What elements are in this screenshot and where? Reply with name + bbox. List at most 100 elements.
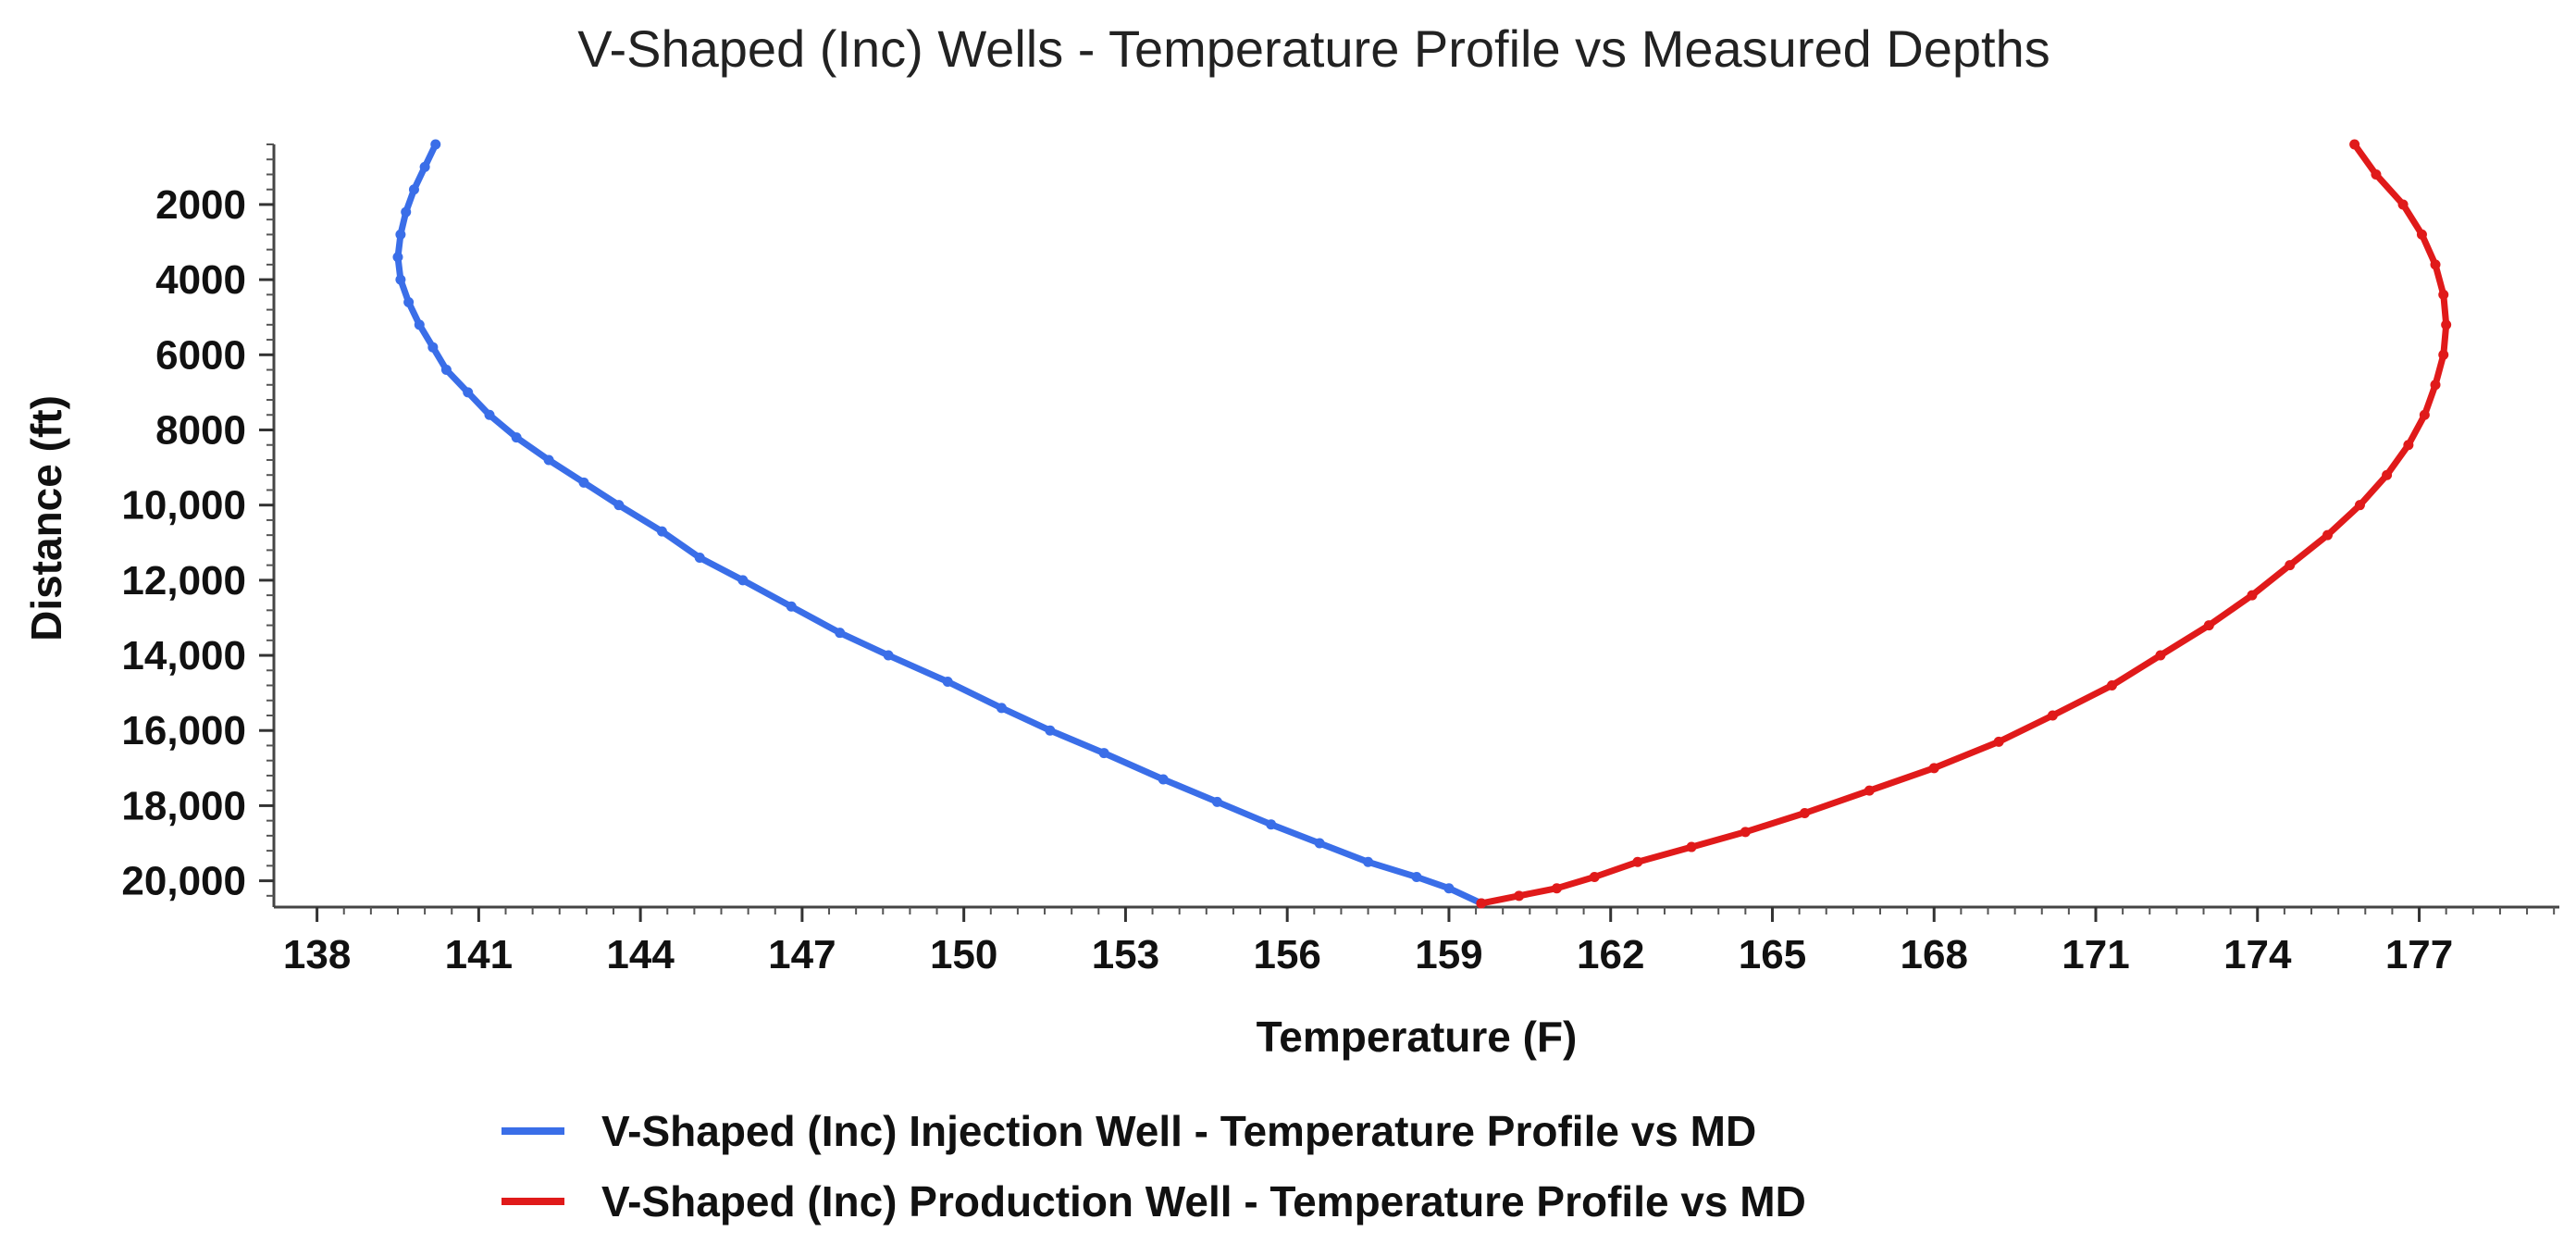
- data-point: [2430, 259, 2441, 270]
- data-point: [463, 387, 474, 398]
- data-point: [996, 703, 1007, 714]
- data-point: [2106, 680, 2117, 691]
- data-point: [1314, 838, 1325, 849]
- y-tick-label: 10,000: [121, 483, 246, 529]
- data-point: [2430, 379, 2441, 391]
- legend: V-Shaped (Inc) Injection Well - Temperat…: [502, 1107, 1806, 1225]
- data-point: [1632, 856, 1643, 867]
- y-tick-label: 2000: [155, 182, 246, 228]
- data-point: [2247, 590, 2258, 601]
- data-point: [737, 575, 749, 586]
- x-tick-label: 141: [445, 932, 513, 977]
- minor-ticks: [266, 143, 2556, 914]
- x-tick-label: 159: [1415, 932, 1482, 977]
- data-point: [430, 139, 441, 150]
- x-ticks: 138 141 144 147 150 153 156 159 162 165 168 171 174 1…: [283, 907, 2453, 977]
- data-point: [2371, 168, 2382, 180]
- axes: [272, 144, 2559, 909]
- data-point: [484, 409, 495, 420]
- y-tick-label: 4000: [155, 257, 246, 303]
- data-point: [2155, 650, 2166, 661]
- data-point: [883, 650, 894, 661]
- legend-label: V-Shaped (Inc) Injection Well - Temperat…: [601, 1107, 1756, 1155]
- data-point: [2438, 289, 2449, 300]
- data-point: [543, 454, 554, 466]
- data-point: [1551, 883, 1562, 894]
- x-tick-label: 171: [2062, 932, 2129, 977]
- data-point: [2397, 199, 2409, 210]
- data-point: [414, 319, 425, 330]
- production-well-line: [1478, 141, 2450, 907]
- data-point: [1443, 883, 1455, 894]
- data-point: [440, 365, 452, 376]
- x-tick-label: 153: [1092, 932, 1159, 977]
- data-point: [1411, 872, 1422, 883]
- data-point: [1686, 841, 1697, 852]
- y-tick-label: 14,000: [121, 633, 246, 678]
- data-point: [1864, 785, 1875, 796]
- data-point: [694, 553, 705, 564]
- x-axis-title: Temperature (F): [1257, 1013, 1578, 1061]
- data-point: [1158, 774, 1169, 785]
- data-point: [395, 229, 406, 240]
- data-point: [786, 601, 797, 612]
- data-point: [1589, 872, 1600, 883]
- y-tick-label: 16,000: [121, 708, 246, 753]
- data-point: [2403, 440, 2414, 451]
- data-point: [392, 252, 403, 263]
- data-point: [656, 526, 667, 537]
- y-ticks: 2000 4000 6000 8000 10,000 12,000 14,000 16,000…: [121, 182, 274, 904]
- data-point: [1993, 736, 2004, 747]
- data-point: [2441, 319, 2452, 330]
- x-tick-label: 165: [1739, 932, 1806, 977]
- y-tick-label: 20,000: [121, 859, 246, 904]
- data-point: [408, 184, 419, 195]
- data-point: [427, 342, 439, 353]
- x-tick-label: 147: [768, 932, 836, 977]
- data-point: [1740, 827, 1751, 838]
- data-point: [1211, 796, 1222, 807]
- data-point: [2322, 529, 2334, 541]
- x-tick-label: 177: [2385, 932, 2453, 977]
- data-point: [1266, 819, 1277, 830]
- chart-title: V-Shaped (Inc) Wells - Temperature Profi…: [577, 19, 2050, 78]
- data-point: [2438, 349, 2449, 360]
- x-tick-label: 174: [2223, 932, 2292, 977]
- data-point: [2354, 500, 2365, 511]
- data-point: [1928, 763, 1939, 774]
- x-tick-label: 162: [1577, 932, 1644, 977]
- y-tick-label: 8000: [155, 407, 246, 453]
- data-point: [1363, 856, 1374, 867]
- data-point: [2382, 469, 2393, 480]
- data-point: [2416, 229, 2427, 240]
- data-point: [2419, 409, 2430, 420]
- data-point: [1476, 898, 1487, 909]
- x-tick-label: 144: [606, 932, 675, 977]
- data-point: [511, 432, 522, 443]
- y-tick-label: 6000: [155, 332, 246, 378]
- data-point: [1098, 748, 1109, 759]
- x-tick-label: 138: [283, 932, 351, 977]
- data-point: [403, 296, 415, 307]
- data-point: [613, 500, 625, 511]
- y-tick-label: 12,000: [121, 558, 246, 603]
- x-tick-label: 168: [1901, 932, 1968, 977]
- data-point: [1514, 890, 1525, 902]
- data-point: [1799, 808, 1810, 819]
- data-point: [419, 161, 430, 172]
- data-point: [2203, 620, 2214, 631]
- data-point: [578, 477, 589, 488]
- series-lines: [392, 139, 2452, 909]
- y-tick-label: 18,000: [121, 783, 246, 828]
- data-point: [2285, 560, 2296, 571]
- data-point: [1045, 725, 1056, 736]
- data-point: [2047, 710, 2058, 721]
- injection-well-line: [394, 141, 1485, 907]
- data-point: [401, 206, 412, 218]
- x-tick-label: 150: [930, 932, 997, 977]
- data-point: [2349, 139, 2360, 150]
- y-axis-title: Distance (ft): [22, 395, 70, 641]
- x-tick-label: 156: [1253, 932, 1320, 977]
